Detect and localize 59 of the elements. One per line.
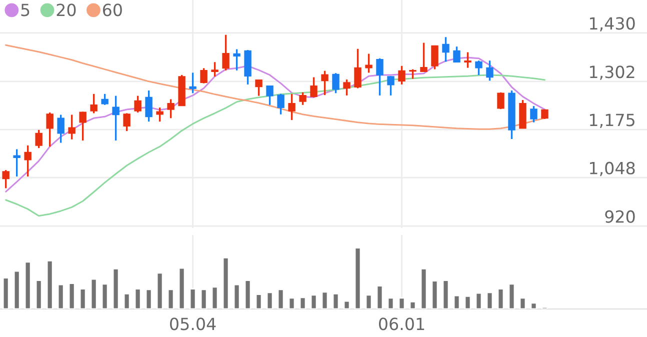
legend-label: 60 bbox=[102, 4, 122, 16]
bar bbox=[530, 302, 538, 309]
bar bbox=[222, 256, 230, 309]
bar bbox=[420, 268, 428, 309]
bar bbox=[68, 282, 76, 309]
bar bbox=[442, 280, 450, 309]
bar bbox=[398, 297, 406, 309]
bar bbox=[387, 297, 394, 309]
bar bbox=[189, 288, 196, 309]
bar bbox=[354, 247, 362, 309]
bar bbox=[277, 288, 284, 309]
bar bbox=[299, 296, 306, 309]
bar bbox=[332, 293, 340, 309]
bar bbox=[475, 292, 482, 309]
bar bbox=[79, 288, 86, 309]
bar bbox=[288, 297, 296, 309]
bar bbox=[35, 280, 42, 309]
y-tick-label: 1,302 bbox=[590, 66, 634, 80]
bar bbox=[464, 295, 472, 309]
y-tick-label: 920 bbox=[605, 210, 635, 223]
bar bbox=[365, 294, 372, 309]
bar bbox=[57, 284, 64, 309]
bar bbox=[255, 294, 262, 309]
bar bbox=[508, 283, 516, 309]
bar bbox=[13, 270, 20, 309]
bar bbox=[167, 288, 174, 309]
bar bbox=[211, 286, 218, 309]
y-tick-label: 1,430 bbox=[590, 17, 635, 32]
bar bbox=[24, 261, 32, 309]
bar bbox=[156, 272, 164, 309]
bar bbox=[310, 294, 318, 309]
bar bbox=[453, 294, 460, 309]
bar bbox=[486, 292, 494, 309]
bar bbox=[266, 292, 274, 309]
bar bbox=[134, 288, 142, 309]
bar bbox=[90, 278, 98, 309]
bar bbox=[244, 280, 252, 309]
bar bbox=[409, 300, 416, 309]
bar bbox=[123, 293, 130, 309]
bar bbox=[2, 277, 10, 309]
bar bbox=[519, 297, 526, 309]
y-tick-label: 1,048 bbox=[590, 162, 635, 176]
bar bbox=[145, 288, 152, 309]
legend-label: 5 bbox=[21, 4, 30, 16]
bar bbox=[233, 284, 240, 309]
bar bbox=[343, 300, 350, 309]
bar bbox=[200, 288, 208, 309]
bar bbox=[178, 267, 186, 309]
bar bbox=[46, 260, 54, 309]
bar bbox=[112, 268, 120, 309]
bar bbox=[431, 280, 438, 309]
bar bbox=[321, 291, 328, 309]
x-tick-label: 06.01 bbox=[378, 318, 424, 330]
bar bbox=[101, 283, 108, 309]
bar bbox=[376, 285, 384, 309]
bar bbox=[497, 288, 504, 309]
x-tick-label: 05.04 bbox=[170, 318, 216, 330]
legend-label: 20 bbox=[56, 4, 76, 16]
y-tick-label: 1,175 bbox=[590, 114, 634, 128]
